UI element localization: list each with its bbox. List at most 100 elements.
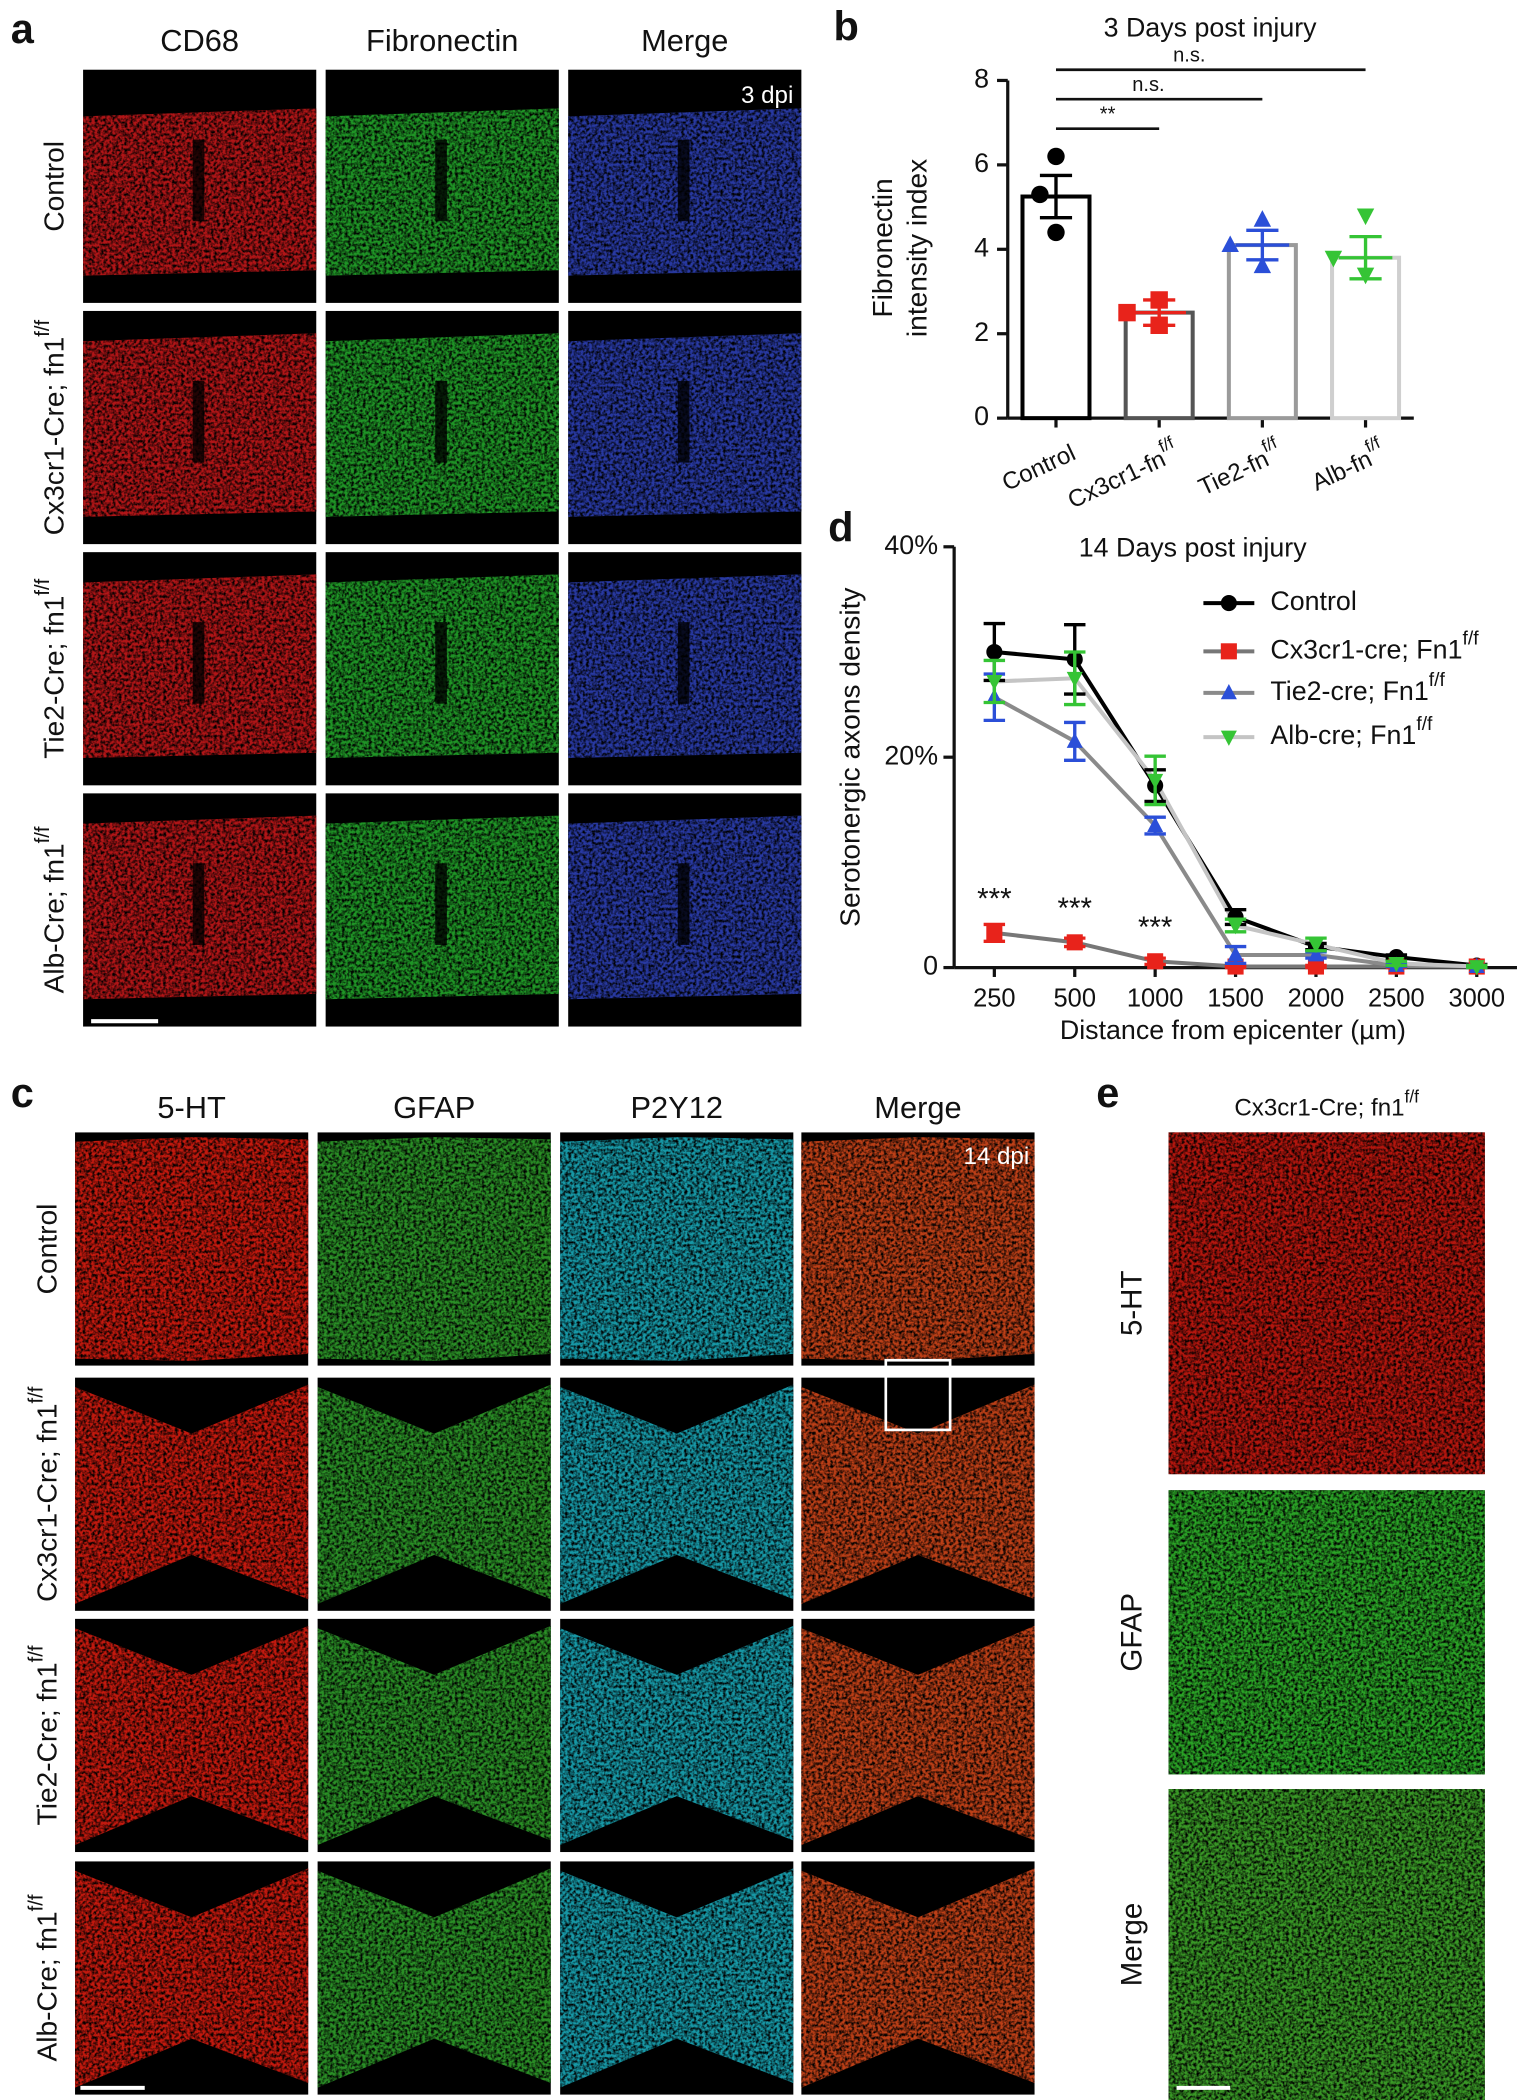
row-label: Control (32, 1204, 63, 1295)
point (1356, 267, 1375, 285)
point (1307, 946, 1325, 962)
point (1356, 208, 1375, 226)
point (1253, 256, 1272, 274)
x-tick-label-text: Cx3cr1-fn (1064, 446, 1170, 515)
annotation: 3 dpi (741, 82, 793, 109)
tissue-texture (317, 1868, 551, 2088)
panel-label: e (1096, 1069, 1119, 1116)
tissue-texture (801, 1625, 1035, 1846)
tissue-texture (75, 1625, 309, 1846)
row-label: GFAP (1115, 1593, 1148, 1672)
legend-label: Cx3cr1-cre; Fn1f/f (1270, 628, 1479, 664)
y-tick-label: 40% (884, 530, 938, 560)
legend-label: Tie2-cre; Fn1f/f (1270, 670, 1445, 706)
chart-title: 3 Days post injury (1104, 13, 1318, 43)
legend-label: Control (1270, 586, 1356, 616)
lesion (435, 622, 447, 704)
x-tick-label: Alb-fnf/f (1304, 432, 1390, 497)
legend-marker (1220, 643, 1237, 660)
point (1066, 671, 1083, 688)
chart-title: 14 Days post injury (1079, 533, 1307, 563)
point (1147, 816, 1164, 833)
point (986, 924, 1003, 941)
x-tick-label: Cx3cr1-fnf/f (1060, 432, 1183, 515)
point (1227, 946, 1244, 962)
bar (1330, 255, 1402, 421)
y-tick-label: 2 (974, 317, 989, 347)
point (986, 643, 1003, 661)
point (1147, 773, 1164, 790)
tissue-texture (1168, 1490, 1485, 1775)
row-label-text: Alb-Cre; fn1 (39, 843, 70, 993)
legend-marker (1220, 730, 1237, 746)
significance-label: n.s. (1173, 45, 1205, 67)
point (1047, 223, 1065, 242)
row-label-sup: f/f (33, 826, 55, 843)
tissue-texture (560, 1625, 794, 1846)
legend-label-sup: f/f (1429, 670, 1446, 691)
annotation: *** (1058, 892, 1092, 925)
row-label: Cx3cr1-Cre; fn1f/f (26, 1386, 63, 1602)
panel-label: b (834, 2, 859, 49)
x-axis-label: Distance from epicenter (µm) (1060, 1015, 1406, 1045)
panel-title-sup: f/f (1405, 1086, 1420, 1106)
x-tick-label: 1000 (1127, 984, 1184, 1012)
legend-marker (1220, 684, 1237, 700)
significance-label: ** (1100, 104, 1116, 126)
tissue-texture (75, 1137, 309, 1361)
x-tick-label-text: Tie2-fn (1195, 446, 1274, 502)
point (1066, 934, 1083, 951)
row-label-text: Cx3cr1-Cre; fn1 (32, 1403, 63, 1602)
row-label: Merge (1115, 1903, 1148, 1987)
lesion (192, 863, 205, 945)
point (1031, 185, 1049, 204)
tissue-texture (317, 1384, 551, 1604)
tissue-texture (317, 1137, 551, 1361)
tissue-texture (801, 1384, 1035, 1604)
y-tick-label: 0 (923, 951, 938, 981)
legend-marker (1220, 595, 1237, 612)
point (1388, 956, 1405, 973)
y-tick-label: 20% (884, 740, 938, 770)
x-tick-label-text: Alb-fn (1308, 446, 1376, 497)
panel-label: c (11, 1069, 34, 1116)
column-header: GFAP (393, 1090, 475, 1125)
x-tick-label: 500 (1054, 984, 1096, 1012)
tissue-texture (317, 1625, 551, 1846)
annotation: *** (1138, 911, 1172, 944)
row-label: 5-HT (1115, 1271, 1148, 1337)
x-tick-label: 2500 (1368, 984, 1425, 1012)
tissue-texture (560, 1868, 794, 2088)
y-tick-label: 4 (974, 232, 989, 262)
point (1047, 147, 1065, 166)
point (1307, 938, 1325, 954)
column-header: Fibronectin (366, 23, 518, 58)
column-header: P2Y12 (630, 1090, 723, 1125)
point (1307, 958, 1325, 975)
tissue-texture (801, 1137, 1035, 1361)
row-label-text: Tie2-Cre; fn1 (32, 1662, 63, 1825)
point (1221, 235, 1239, 253)
legend-label-sup: f/f (1416, 714, 1433, 735)
annotation: 14 dpi (963, 1143, 1029, 1170)
row-label-text: Control (39, 141, 70, 232)
significance-label: n.s. (1132, 74, 1164, 96)
row-label: Alb-Cre; fn1f/f (33, 826, 70, 993)
y-tick-label: 6 (974, 148, 989, 178)
lesion (435, 139, 447, 222)
x-tick-label: 3000 (1448, 984, 1505, 1012)
row-label: Tie2-Cre; fn1f/f (33, 578, 70, 758)
y-tick-label: 0 (974, 401, 989, 431)
lesion (677, 863, 690, 945)
inset-box (884, 1358, 952, 1432)
legend-label-text: Control (1270, 586, 1356, 616)
row-label-sup: f/f (26, 1894, 48, 1911)
point (1468, 960, 1485, 976)
tissue-texture (75, 1384, 309, 1604)
column-header: Merge (641, 23, 728, 58)
tissue-texture (560, 1384, 794, 1604)
legend-label: Alb-cre; Fn1f/f (1270, 714, 1433, 750)
column-header: CD68 (160, 23, 239, 58)
